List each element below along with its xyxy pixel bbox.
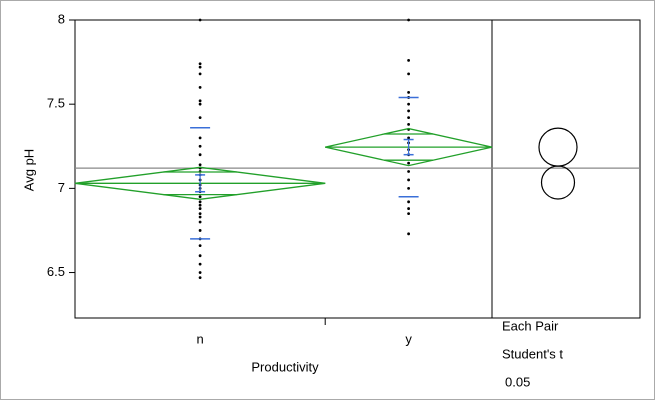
data-point — [407, 59, 410, 62]
data-point — [198, 65, 202, 69]
data-point — [198, 18, 202, 22]
data-point — [198, 72, 202, 76]
test-label: Student's t — [502, 346, 563, 361]
comparison-label: Each Pair — [502, 318, 559, 333]
x-tick-label: n — [196, 331, 203, 346]
data-point — [407, 136, 410, 140]
data-point — [198, 163, 202, 167]
data-point — [407, 90, 410, 94]
data-point — [407, 116, 410, 120]
data-point — [198, 136, 202, 140]
data-point — [198, 102, 202, 106]
data-point — [407, 18, 410, 22]
data-point — [407, 161, 410, 165]
data-point — [407, 170, 410, 173]
data-point — [198, 99, 202, 103]
data-point — [407, 102, 410, 106]
data-point — [198, 116, 202, 120]
alpha-label: 0.05 — [505, 374, 530, 389]
y-tick-label: 8 — [58, 11, 65, 26]
data-point — [407, 122, 410, 126]
y-tick-label: 6.5 — [47, 264, 65, 279]
data-point — [198, 215, 202, 219]
data-point — [198, 62, 202, 66]
data-point — [407, 200, 410, 204]
x-tick-label: y — [405, 331, 412, 346]
data-point — [407, 186, 410, 190]
comparison-circle — [540, 165, 576, 200]
data-point — [198, 244, 202, 248]
data-point — [407, 207, 410, 210]
data-point — [198, 271, 202, 274]
data-point — [407, 72, 410, 76]
y-axis-label: Avg pH — [21, 149, 36, 191]
data-point — [407, 212, 410, 216]
data-point — [198, 276, 202, 279]
data-point — [198, 203, 202, 207]
data-point — [198, 229, 202, 232]
data-point — [407, 232, 410, 236]
data-point — [407, 109, 410, 113]
data-point — [407, 178, 410, 182]
data-point — [198, 153, 202, 157]
y-tick-label: 7 — [58, 180, 65, 195]
data-point — [198, 200, 202, 204]
data-point — [198, 212, 202, 216]
plot-frame — [74, 19, 641, 319]
data-point — [198, 144, 202, 148]
data-point — [198, 262, 202, 266]
data-point — [198, 195, 202, 199]
data-point — [198, 254, 202, 258]
x-axis-label: Productivity — [251, 359, 319, 374]
y-tick-label: 7.5 — [47, 96, 65, 111]
data-point — [198, 207, 202, 210]
data-point — [198, 220, 202, 224]
data-point — [198, 85, 202, 89]
